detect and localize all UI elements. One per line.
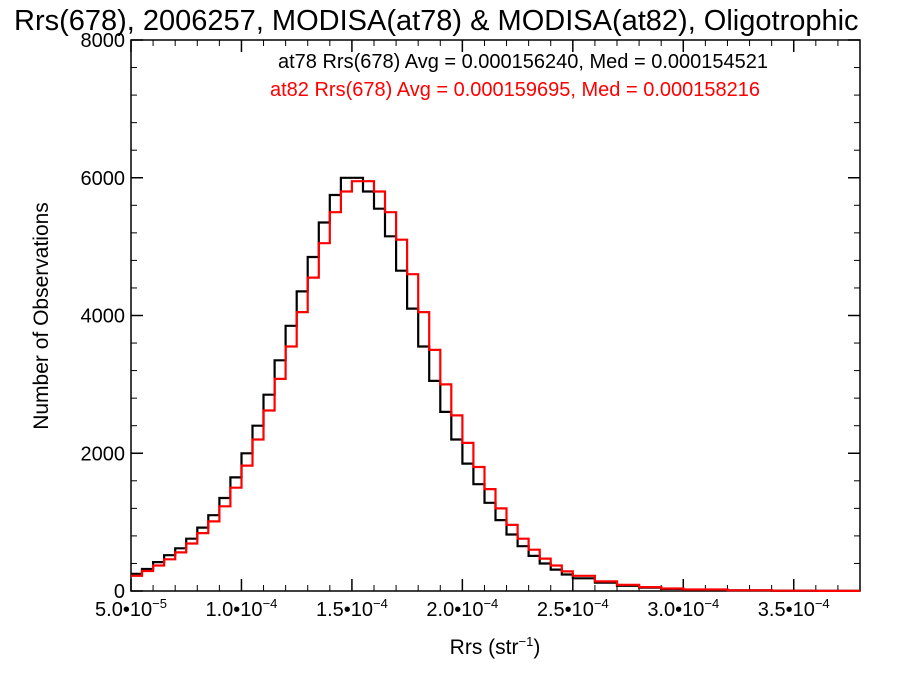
chart-title: Rrs(678), 2006257, MODISA(at78) & MODISA…: [14, 5, 859, 37]
annotation-at82-stats: at82 Rrs(678) Avg = 0.000159695, Med = 0…: [270, 79, 760, 101]
x-tick-mantissa: 3.0•10: [647, 599, 704, 621]
series-line-1: [131, 180, 860, 592]
x-tick-mantissa: 1.5•10: [316, 599, 373, 621]
x-tick-label: 1.0•10−4: [206, 596, 278, 621]
x-axis: 5.0•10−5 1.0•10−4 1.5•10−4 2.0•10−4 2.5•10−4…: [95, 40, 839, 621]
x-tick-exponent: −4: [263, 596, 278, 611]
x-tick-exponent: −4: [704, 596, 719, 611]
x-tick-exponent: −4: [815, 596, 830, 611]
x-tick-label: 3.0•10−4: [647, 596, 719, 621]
x-tick-label: 3.5•10−4: [758, 596, 830, 621]
x-tick-label: 2.5•10−4: [537, 596, 609, 621]
x-axis-label-superscript: −1: [519, 634, 534, 649]
x-tick-exponent: −4: [594, 596, 609, 611]
x-tick-exponent: −5: [152, 596, 167, 611]
x-tick-label: 2.0•10−4: [426, 596, 498, 621]
x-tick-mantissa: 1.0•10: [206, 599, 263, 621]
y-axis: 0 2000 4000 6000 8000: [81, 30, 860, 603]
x-tick-exponent: −4: [373, 596, 388, 611]
x-tick-label: 5.0•10−5: [95, 596, 167, 621]
y-tick-label: 2000: [81, 443, 126, 465]
y-tick-label: 8000: [81, 30, 126, 52]
x-axis-label-close: ): [533, 636, 540, 659]
x-tick-mantissa: 3.5•10: [758, 599, 815, 621]
y-tick-label: 6000: [81, 168, 126, 190]
x-axis-label-main: Rrs (str: [450, 636, 519, 659]
series-line-0: [131, 176, 860, 592]
y-tick-label: 0: [114, 581, 125, 603]
x-tick-exponent: −4: [483, 596, 498, 611]
x-tick-mantissa: 2.5•10: [537, 599, 594, 621]
x-tick-label: 1.5•10−4: [316, 596, 388, 621]
y-axis-label: Number of Observations: [30, 202, 53, 430]
x-tick-mantissa: 2.0•10: [426, 599, 483, 621]
y-tick-label: 4000: [81, 306, 126, 328]
x-axis-label: Rrs (str−1): [450, 634, 541, 659]
x-tick-mantissa: 5.0•10: [95, 599, 152, 621]
series-layer: [131, 176, 860, 592]
annotation-at78-stats: at78 Rrs(678) Avg = 0.000156240, Med = 0…: [278, 51, 768, 73]
